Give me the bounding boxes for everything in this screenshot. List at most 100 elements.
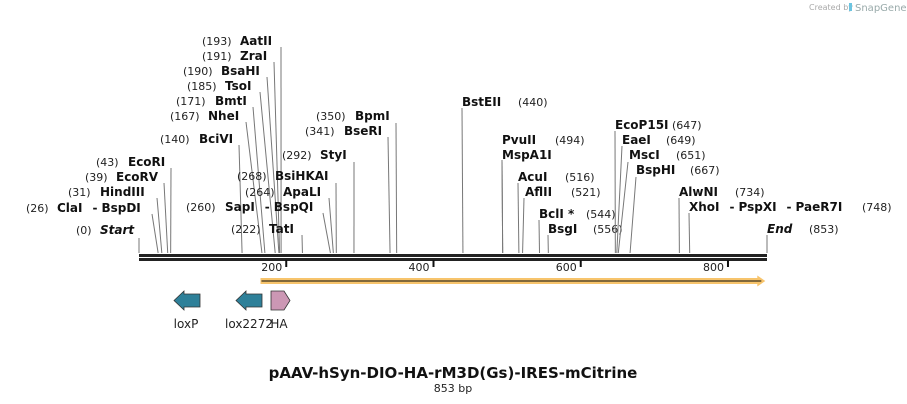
enzyme-site-nhei[interactable]: (167) NheI: [170, 109, 263, 254]
enzyme-name: BmtI: [215, 94, 247, 108]
enzyme-name-part: EcoRV: [116, 170, 159, 184]
enzyme-site-sapi[interactable]: (260) SapI - BspQI: [186, 200, 331, 254]
enzyme-cut-line: [273, 61, 281, 254]
enzyme-cut-line: [501, 159, 504, 254]
enzyme-position: (268): [237, 170, 267, 183]
separator: -: [265, 200, 270, 214]
enzyme-site-aflii[interactable]: (521) AflII: [522, 185, 601, 254]
enzyme-site-ecori[interactable]: (43) EcoRI: [96, 155, 172, 254]
enzyme-name: MspA1I: [502, 148, 552, 162]
enzyme-name: EcoP15I: [615, 118, 669, 132]
enzyme-site-bsahi[interactable]: (190) BsaHI: [183, 64, 280, 254]
enzyme-cut-line: [629, 176, 637, 254]
enzyme-cut-line: [616, 145, 623, 254]
enzyme-position: (544): [586, 208, 616, 221]
enzyme-name: StyI: [320, 148, 347, 162]
enzyme-site-bseri[interactable]: (341) BseRI: [305, 124, 391, 254]
enzyme-name-part: EaeI: [622, 133, 651, 147]
enzyme-site-tati[interactable]: (222) TatI: [231, 222, 303, 254]
enzyme-name: BclI *: [539, 207, 575, 221]
ruler-tick-label: 200: [261, 261, 282, 274]
feature-lox2272[interactable]: lox2272: [225, 290, 273, 331]
feature-arrow-icon: [173, 290, 201, 311]
enzyme-site-bcivi[interactable]: (140) BciVI: [160, 132, 243, 254]
enzyme-name-part: SapI: [225, 200, 255, 214]
enzyme-name-part: AflII: [525, 185, 552, 199]
feature-loxp[interactable]: loxP: [173, 290, 201, 331]
enzyme-position: (264): [245, 186, 275, 199]
enzyme-name-part: AcuI: [518, 170, 547, 184]
enzyme-site-bsphi[interactable]: (667) BspHI: [629, 163, 720, 254]
enzyme-site-bpmi[interactable]: (350) BpmI: [316, 109, 398, 254]
enzyme-site-bsgi[interactable]: (556)BsgI: [547, 222, 623, 254]
enzyme-name-part: PspXI: [739, 200, 777, 214]
enzyme-site-mspa1i[interactable]: MspA1I: [501, 148, 552, 254]
feature-label: loxP: [174, 317, 199, 331]
enzyme-position: (39): [85, 171, 108, 184]
enzyme-name-part: BspHI: [636, 163, 675, 177]
enzyme-position: (191): [202, 50, 232, 63]
enzyme-name-part: BspQI: [274, 200, 314, 214]
enzyme-name: BstEII: [462, 95, 501, 109]
separator: -: [92, 201, 97, 215]
enzyme-cut-line: [688, 212, 691, 254]
enzyme-position: (43): [96, 156, 119, 169]
enzyme-position: (647): [672, 119, 702, 132]
enzyme-site-bcli[interactable]: (544) BclI *: [538, 207, 616, 254]
orf-arrow[interactable]: [260, 275, 766, 287]
enzyme-site-apali[interactable]: (264) ApaLI: [245, 185, 334, 254]
feature-label: HA: [270, 317, 288, 331]
enzyme-name: BsgI: [548, 222, 577, 236]
enzyme-site-msci[interactable]: (651) MscI: [617, 148, 706, 254]
enzyme-cut-line: [151, 213, 159, 254]
enzyme-site-bmti[interactable]: (171) BmtI: [176, 94, 266, 254]
enzyme-site-ecop15i[interactable]: (647)EcoP15I: [614, 118, 702, 254]
enzyme-name: EcoRI: [128, 155, 165, 169]
enzyme-position: (521): [571, 186, 601, 199]
enzyme-cut-line: [238, 144, 243, 254]
enzyme-name: BseRI: [344, 124, 382, 138]
feature-label: lox2272: [225, 317, 273, 331]
enzyme-position: (649): [666, 134, 696, 147]
enzyme-name-part: BsgI: [548, 222, 577, 236]
enzyme-site-styi[interactable]: (292) StyI: [282, 148, 355, 254]
enzyme-site-aatii[interactable]: (193) AatII: [202, 34, 282, 254]
enzyme-site-end[interactable]: (853) End: [766, 222, 839, 253]
enzyme-cut-line: [522, 197, 525, 254]
enzyme-site-ecorv[interactable]: (39) EcoRV: [85, 170, 169, 254]
credit-brand: SnapGene: [855, 3, 907, 14]
enzyme-site-bsihkai[interactable]: (268) BsiHKAI: [237, 169, 337, 254]
enzyme-site-eaei[interactable]: (649) EaeI: [616, 133, 696, 254]
enzyme-site-start[interactable]: (0) Start: [76, 223, 140, 253]
enzyme-name-part: BstEII: [462, 95, 501, 109]
enzyme-name: NheI: [208, 109, 239, 123]
enzyme-name-part: AlwNI: [679, 185, 718, 199]
enzyme-site-clai[interactable]: (26) ClaI - BspDI: [26, 201, 159, 254]
enzyme-site-xhoi[interactable]: (748)XhoI - PspXI - PaeR7I: [688, 200, 892, 254]
enzyme-position: (292): [282, 149, 312, 162]
enzyme-name: Start: [100, 223, 135, 237]
enzyme-site-tsoi[interactable]: (185) TsoI: [187, 79, 276, 254]
enzyme-name: HindIII: [100, 185, 145, 199]
enzyme-site-hindiii[interactable]: (31) HindIII: [68, 185, 163, 254]
enzyme-name-part: NheI: [208, 109, 239, 123]
enzyme-name-part: ZraI: [240, 49, 267, 63]
feature-arrow-icon: [235, 290, 263, 311]
enzyme-name: AlwNI: [679, 185, 718, 199]
separator: -: [730, 200, 735, 214]
enzyme-site-alwni[interactable]: (734) AlwNI: [678, 185, 765, 254]
enzyme-name: AatII: [240, 34, 272, 48]
enzyme-site-bsteii[interactable]: (440) BstEII: [461, 95, 548, 254]
feature-ha[interactable]: HA: [270, 290, 291, 331]
enzyme-name: BspHI: [636, 163, 675, 177]
enzyme-name: ZraI: [240, 49, 267, 63]
enzyme-site-acui[interactable]: (516) AcuI: [517, 170, 595, 254]
enzyme-name-part: BpmI: [355, 109, 390, 123]
enzyme-name-part: ApaLI: [283, 185, 321, 199]
enzyme-name: BciVI: [199, 132, 233, 146]
enzyme-name: SapI - BspQI: [225, 200, 313, 214]
enzyme-position: (185): [187, 80, 217, 93]
enzyme-site-zrai[interactable]: (191) ZraI: [202, 49, 281, 254]
enzyme-name: AflII: [525, 185, 552, 199]
map-length: 853 bp: [434, 382, 472, 395]
